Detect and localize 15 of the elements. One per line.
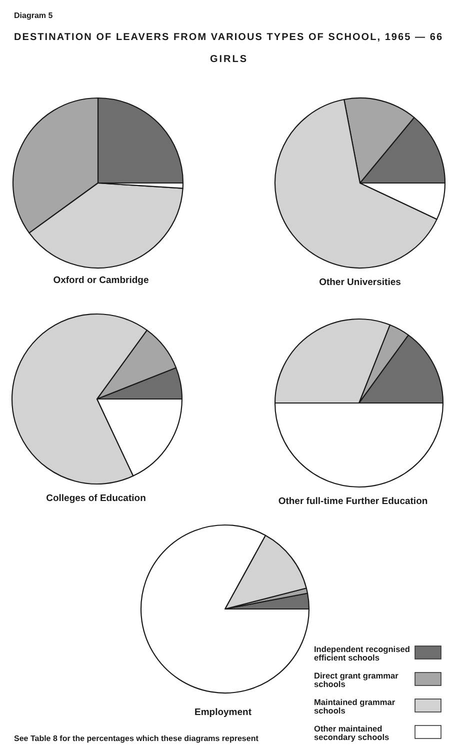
text: Diagram 5 <box>14 11 54 20</box>
text: Employment <box>194 707 252 718</box>
legend-label: Independent recognised efficient schools <box>314 644 410 662</box>
text: DESTINATION OF LEAVERS FROM VARIOUS TYPES OF SCHOOL, 1965 — 66 <box>14 32 442 43</box>
text: Colleges of Education <box>46 493 146 504</box>
legend-label: Direct grant grammar schools <box>314 670 400 689</box>
text: Other Universities <box>319 277 401 288</box>
slice-label: Other maintained secondary schools <box>314 724 390 742</box>
legend-label: Maintained grammar schools <box>314 697 396 716</box>
text: GIRLS <box>210 54 248 65</box>
pie-slice <box>224 534 307 610</box>
text: See Table 8 for the percentages which these diagrams represent <box>14 734 259 743</box>
pie-slice <box>140 524 310 694</box>
text: Oxford or Cambridge <box>53 275 149 286</box>
text: Other full-time Further Education <box>278 496 428 507</box>
